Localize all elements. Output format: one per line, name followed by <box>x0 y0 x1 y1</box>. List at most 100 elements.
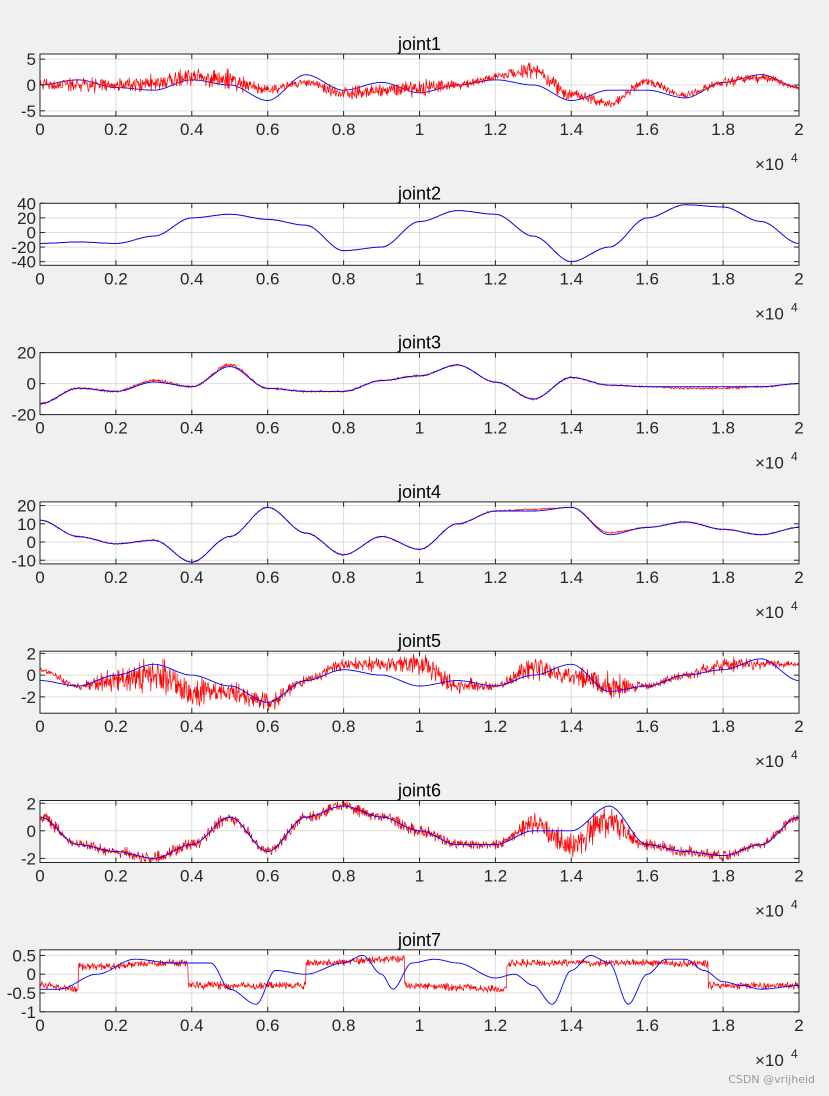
x-tick-label: 0.8 <box>332 120 356 139</box>
x-exponent-power: 4 <box>791 151 798 165</box>
subplot-joint5: 0 0.2 0.4 0.6 0.8 1 1.2 1.4 1.6 1.8 2 -2 0 2 joint5 ×10… <box>21 631 804 771</box>
x-tick-label: 1.6 <box>635 269 659 288</box>
x-tick-label: 2 <box>794 1016 803 1035</box>
subplot-joint2: 0 0.2 0.4 0.6 0.8 1 1.2 1.4 1.6 1.8 2-40-2002040jo… <box>11 183 803 323</box>
series-line-reference <box>40 805 799 859</box>
series-line-measured <box>40 800 799 863</box>
x-tick-label: 0.4 <box>180 1016 204 1035</box>
x-exponent-power: 4 <box>791 898 798 912</box>
subplot-title: joint7 <box>397 930 441 950</box>
x-tick-label: 1.2 <box>484 717 508 736</box>
subplot-joint6: 0 0.2 0.4 0.6 0.8 1 1.2 1.4 1.6 1.8 2-202joint6×10… <box>21 781 804 921</box>
x-tick-label: 1.2 <box>484 1016 508 1035</box>
x-tick-label: 0.4 <box>180 269 204 288</box>
x-exponent-power: 4 <box>791 748 798 762</box>
y-tick-label: 0 <box>27 375 36 394</box>
x-tick-label: 0.2 <box>104 568 128 587</box>
y-tick-label: -2 <box>21 849 36 868</box>
x-tick-label: 1.8 <box>711 419 735 438</box>
x-tick-label: 1.6 <box>635 717 659 736</box>
x-tick-label: 1.6 <box>635 1016 659 1035</box>
x-tick-label: 0.6 <box>256 269 280 288</box>
x-tick-label: 2 <box>794 568 803 587</box>
subplot-joint1: 0 0.2 0.4 0.6 0.8 1 1.2 1.4 1.6 1.8 2-505joint1×10… <box>21 34 804 174</box>
x-tick-label: 1.6 <box>635 419 659 438</box>
x-tick-label: 0 <box>35 1016 44 1035</box>
x-exponent-power: 4 <box>791 599 798 613</box>
x-tick-label: 0.4 <box>180 568 204 587</box>
y-tick-label: -0.5 <box>7 984 36 1003</box>
y-tick-label: -40 <box>11 253 36 272</box>
x-tick-label: 1.8 <box>711 568 735 587</box>
x-tick-label: 1 <box>415 419 424 438</box>
x-tick-label: 1.4 <box>559 568 583 587</box>
x-tick-label: 0.2 <box>104 419 128 438</box>
y-tick-label: 0 <box>27 76 36 95</box>
x-tick-label: 0 <box>35 419 44 438</box>
subplot-title: joint4 <box>397 482 441 502</box>
x-tick-label: 0.8 <box>332 1016 356 1035</box>
x-tick-label: 1.6 <box>635 867 659 886</box>
x-tick-label: 0 <box>35 269 44 288</box>
x-tick-label: 0.8 <box>332 717 356 736</box>
x-tick-label: 1 <box>415 717 424 736</box>
subplot-joint7: 0 0.2 0.4 0.6 0.8 1 1.2 1.4 1.6 1.8 2-1-0.500.5joi… <box>7 930 804 1070</box>
x-tick-label: 0.6 <box>256 568 280 587</box>
x-tick-label: 1.4 <box>559 1016 583 1035</box>
x-tick-label: 0.4 <box>180 120 204 139</box>
subplot-title: joint6 <box>397 781 441 801</box>
series-line-reference <box>40 954 799 1005</box>
x-tick-label: 0 <box>35 867 44 886</box>
x-tick-label: 1.8 <box>711 269 735 288</box>
x-tick-label: 1.8 <box>711 1016 735 1035</box>
watermark: CSDN @vrijheid <box>728 1073 815 1086</box>
x-tick-label: 1.4 <box>559 269 583 288</box>
x-tick-label: 1.8 <box>711 867 735 886</box>
y-tick-label: 0 <box>27 965 36 984</box>
x-tick-label: 0.2 <box>104 269 128 288</box>
y-tick-label: -2 <box>21 688 36 707</box>
x-tick-label: 0.8 <box>332 568 356 587</box>
y-tick-label: 0 <box>27 822 36 841</box>
x-tick-label: 1 <box>415 120 424 139</box>
x-tick-label: 1.8 <box>711 120 735 139</box>
series-line-measured <box>40 62 799 108</box>
x-tick-label: 1 <box>415 269 424 288</box>
x-tick-label: 1 <box>415 568 424 587</box>
x-tick-label: 1.2 <box>484 419 508 438</box>
x-tick-label: 0.2 <box>104 120 128 139</box>
y-tick-label: 0 <box>27 533 36 552</box>
y-tick-label: -10 <box>11 551 36 570</box>
x-tick-label: 1 <box>415 1016 424 1035</box>
x-tick-label: 0.4 <box>180 419 204 438</box>
x-tick-label: 1.4 <box>559 419 583 438</box>
series-line-reference <box>40 364 799 405</box>
x-tick-label: 0.6 <box>256 717 280 736</box>
x-tick-label: 1.8 <box>711 717 735 736</box>
y-tick-label: 2 <box>27 794 36 813</box>
x-tick-label: 0.6 <box>256 419 280 438</box>
x-tick-label: 1.2 <box>484 867 508 886</box>
y-tick-label: 2 <box>27 644 36 663</box>
x-tick-label: 0.8 <box>332 419 356 438</box>
x-tick-label: 2 <box>794 419 803 438</box>
x-tick-label: 0.4 <box>180 867 204 886</box>
x-tick-label: 0 <box>35 717 44 736</box>
series-line-reference <box>40 506 799 563</box>
x-tick-label: 2 <box>794 867 803 886</box>
x-tick-label: 2 <box>794 269 803 288</box>
x-tick-label: 0 <box>35 568 44 587</box>
x-tick-label: 0.4 <box>180 717 204 736</box>
x-tick-label: 0.2 <box>104 867 128 886</box>
subplot-title: joint3 <box>397 333 441 353</box>
x-exponent-label: ×10 <box>755 603 784 622</box>
x-tick-label: 1 <box>415 867 424 886</box>
x-tick-label: 2 <box>794 717 803 736</box>
y-tick-label: 0 <box>27 223 36 242</box>
y-tick-label: -5 <box>21 102 36 121</box>
y-tick-label: 20 <box>17 344 36 363</box>
x-tick-label: 2 <box>794 120 803 139</box>
x-tick-label: 1.2 <box>484 120 508 139</box>
y-tick-label: 40 <box>17 194 36 213</box>
